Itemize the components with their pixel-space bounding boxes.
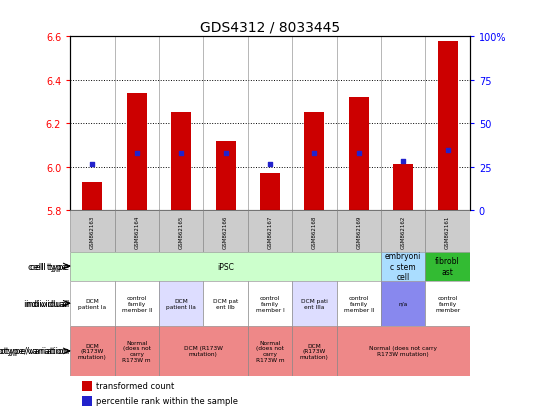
Text: GSM862162: GSM862162 bbox=[401, 215, 406, 248]
FancyBboxPatch shape bbox=[70, 281, 114, 326]
Point bbox=[354, 150, 363, 157]
Text: GSM862161: GSM862161 bbox=[445, 215, 450, 248]
FancyBboxPatch shape bbox=[159, 281, 204, 326]
Text: control
family
member II: control family member II bbox=[343, 295, 374, 312]
FancyBboxPatch shape bbox=[381, 281, 426, 326]
Text: Normal (does not carry
R173W mutation): Normal (does not carry R173W mutation) bbox=[369, 346, 437, 356]
FancyBboxPatch shape bbox=[70, 252, 381, 281]
Text: GSM862169: GSM862169 bbox=[356, 215, 361, 248]
FancyBboxPatch shape bbox=[114, 326, 159, 376]
FancyBboxPatch shape bbox=[70, 211, 114, 252]
FancyBboxPatch shape bbox=[381, 211, 426, 252]
FancyBboxPatch shape bbox=[426, 211, 470, 252]
Text: cell type: cell type bbox=[30, 262, 69, 271]
FancyBboxPatch shape bbox=[426, 281, 470, 326]
Text: embryoni
c stem
cell: embryoni c stem cell bbox=[385, 252, 421, 281]
Bar bbox=[171, 113, 191, 211]
Text: Normal
(does not
carry
R173W m: Normal (does not carry R173W m bbox=[255, 340, 285, 362]
Bar bbox=[349, 98, 369, 211]
Text: fibrobl
ast: fibrobl ast bbox=[435, 257, 460, 276]
FancyBboxPatch shape bbox=[292, 211, 336, 252]
Bar bbox=[82, 381, 92, 391]
FancyBboxPatch shape bbox=[248, 211, 292, 252]
Text: DCM
patient IIa: DCM patient IIa bbox=[166, 298, 196, 309]
Bar bbox=[305, 113, 325, 211]
Text: individual: individual bbox=[23, 299, 68, 308]
FancyBboxPatch shape bbox=[204, 211, 248, 252]
Text: DCM
(R173W
mutation): DCM (R173W mutation) bbox=[300, 343, 329, 359]
Text: genotype/variation: genotype/variation bbox=[0, 347, 69, 356]
Bar bbox=[82, 396, 92, 406]
FancyBboxPatch shape bbox=[292, 281, 336, 326]
Text: control
family
member: control family member bbox=[435, 295, 460, 312]
FancyBboxPatch shape bbox=[248, 326, 292, 376]
Point bbox=[221, 150, 230, 157]
Bar bbox=[215, 141, 235, 211]
Text: cell type: cell type bbox=[29, 262, 68, 271]
FancyBboxPatch shape bbox=[381, 252, 426, 281]
FancyBboxPatch shape bbox=[70, 326, 114, 376]
FancyBboxPatch shape bbox=[204, 281, 248, 326]
Point bbox=[266, 162, 274, 169]
Point bbox=[310, 150, 319, 157]
Text: GSM862167: GSM862167 bbox=[267, 215, 273, 248]
Text: percentile rank within the sample: percentile rank within the sample bbox=[96, 396, 238, 405]
FancyBboxPatch shape bbox=[159, 326, 248, 376]
FancyBboxPatch shape bbox=[159, 211, 204, 252]
Bar bbox=[437, 42, 457, 211]
Text: control
family
member II: control family member II bbox=[122, 295, 152, 312]
Text: DCM
patient Ia: DCM patient Ia bbox=[78, 298, 106, 309]
Text: genotype/variation: genotype/variation bbox=[0, 347, 68, 356]
Text: DCM pat
ent IIb: DCM pat ent IIb bbox=[213, 298, 238, 309]
Point bbox=[399, 159, 408, 165]
Text: DCM (R173W
mutation): DCM (R173W mutation) bbox=[184, 346, 223, 356]
FancyBboxPatch shape bbox=[292, 326, 336, 376]
FancyBboxPatch shape bbox=[336, 326, 470, 376]
Text: GSM862165: GSM862165 bbox=[179, 215, 184, 248]
Point bbox=[177, 150, 186, 157]
FancyBboxPatch shape bbox=[114, 211, 159, 252]
Point bbox=[443, 148, 452, 154]
FancyBboxPatch shape bbox=[336, 281, 381, 326]
Text: GSM862164: GSM862164 bbox=[134, 215, 139, 248]
Bar bbox=[393, 165, 413, 211]
Text: transformed count: transformed count bbox=[96, 381, 174, 390]
Point bbox=[88, 162, 97, 169]
Title: GDS4312 / 8033445: GDS4312 / 8033445 bbox=[200, 21, 340, 35]
Point bbox=[132, 150, 141, 157]
FancyBboxPatch shape bbox=[114, 281, 159, 326]
Bar bbox=[127, 94, 147, 211]
FancyBboxPatch shape bbox=[426, 252, 470, 281]
Text: GSM862163: GSM862163 bbox=[90, 215, 95, 248]
Text: control
family
member I: control family member I bbox=[255, 295, 285, 312]
FancyBboxPatch shape bbox=[248, 281, 292, 326]
FancyBboxPatch shape bbox=[336, 211, 381, 252]
Text: GSM862168: GSM862168 bbox=[312, 215, 317, 248]
Bar bbox=[260, 174, 280, 211]
Text: DCM pati
ent IIIa: DCM pati ent IIIa bbox=[301, 298, 328, 309]
Bar bbox=[83, 183, 103, 211]
Text: Normal
(does not
carry
R173W m: Normal (does not carry R173W m bbox=[123, 340, 151, 362]
Text: n/a: n/a bbox=[399, 301, 408, 306]
Text: GSM862166: GSM862166 bbox=[223, 215, 228, 248]
Text: individual: individual bbox=[25, 299, 69, 308]
Text: DCM
(R173W
mutation): DCM (R173W mutation) bbox=[78, 343, 107, 359]
Text: iPSC: iPSC bbox=[217, 262, 234, 271]
